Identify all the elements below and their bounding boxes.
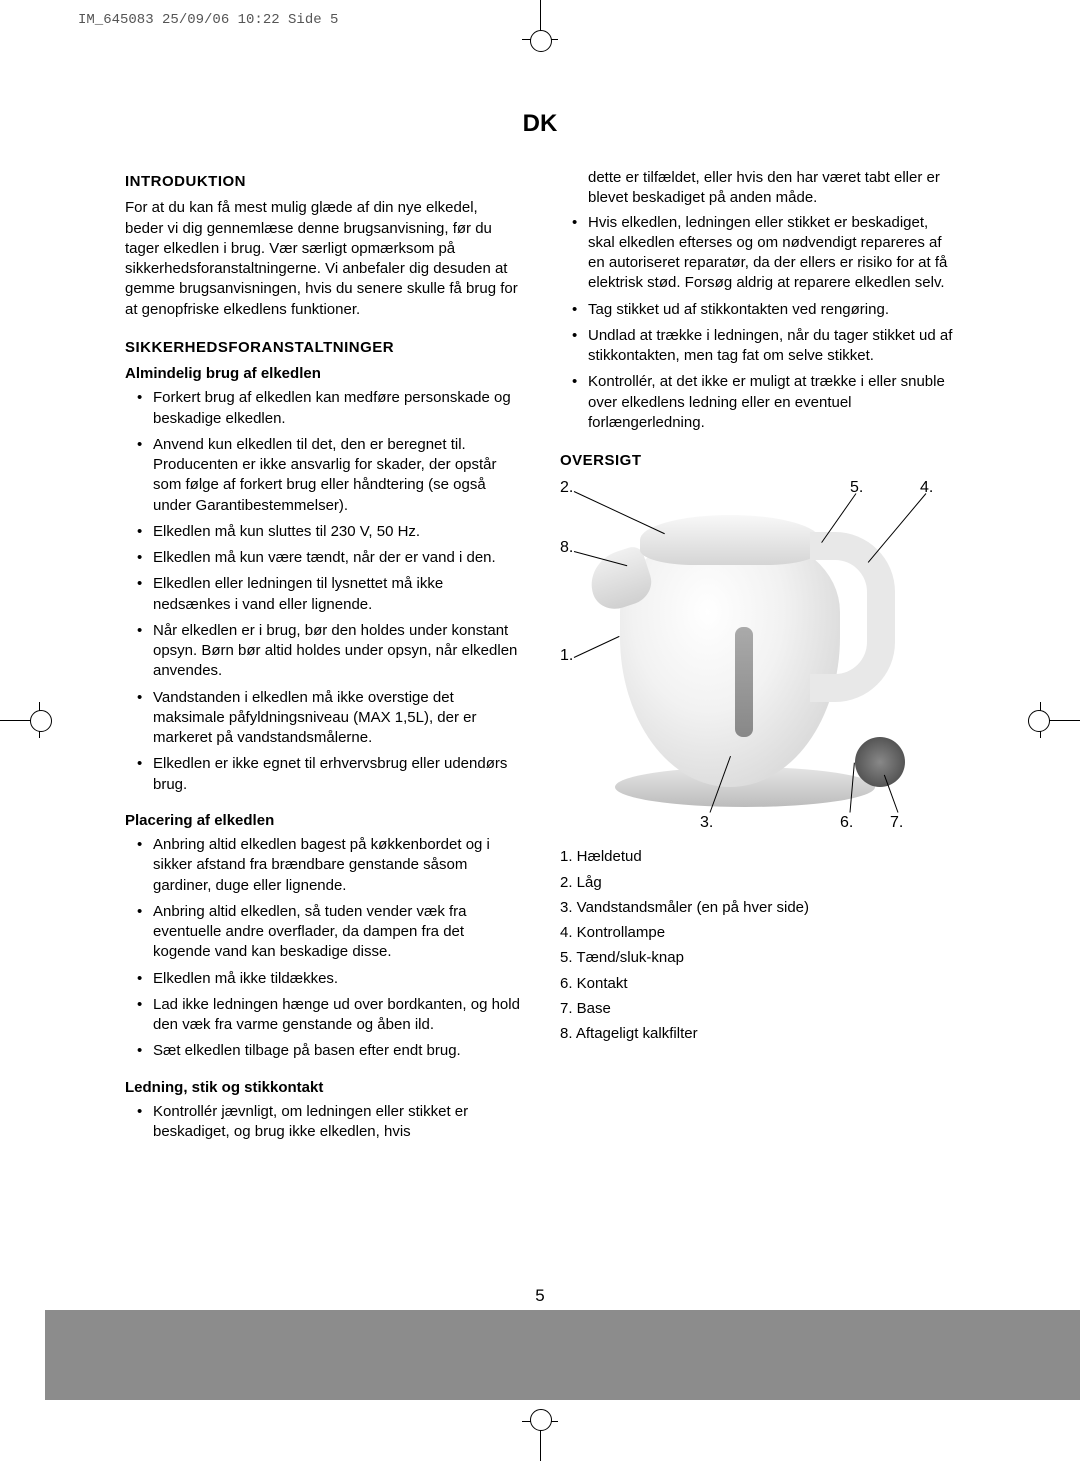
list-item: Tag stikket ud af stikkontakten ved reng…	[560, 300, 955, 320]
intro-text: For at du kan få mest mulig glæde af din…	[125, 198, 520, 320]
legend-item: 5. Tænd/sluk-knap	[560, 948, 955, 968]
callout-2: 2.	[560, 477, 573, 499]
list-item: Kontrollér, at det ikke er muligt at træ…	[560, 372, 955, 433]
kettle-lid-shape	[640, 515, 820, 565]
callout-8: 8.	[560, 537, 573, 559]
list-item: Elkedlen må ikke tildækkes.	[125, 969, 520, 989]
kettle-body-shape	[620, 537, 840, 787]
legend-item: 3. Vandstandsmåler (en på hver side)	[560, 898, 955, 918]
overview-heading: OVERSIGT	[560, 451, 955, 471]
intro-heading: INTRODUKTION	[125, 172, 520, 192]
list-item: Anvend kun elkedlen til det, den er bere…	[125, 435, 520, 516]
list-item: Når elkedlen er i brug, bør den holdes u…	[125, 621, 520, 682]
safety-sub3-continuation: dette er tilfældet, eller hvis den har v…	[560, 168, 955, 209]
legend-item: 4. Kontrollampe	[560, 923, 955, 943]
list-item: Elkedlen må kun sluttes til 230 V, 50 Hz…	[125, 522, 520, 542]
leader-line	[574, 636, 620, 658]
overview-legend: 1. Hældetud 2. Låg 3. Vandstandsmåler (e…	[560, 847, 955, 1044]
callout-1: 1.	[560, 645, 573, 667]
footer-band	[45, 1310, 1080, 1400]
left-column: INTRODUKTION For at du kan få mest mulig…	[125, 168, 520, 1148]
kettle-handle-shape	[810, 532, 895, 702]
list-item: Forkert brug af elkedlen kan medføre per…	[125, 388, 520, 429]
overview-figure: 2. 5. 4. 8. 1. 3. 6. 7.	[560, 477, 955, 827]
safety-sub1-list: Forkert brug af elkedlen kan medføre per…	[125, 388, 520, 795]
safety-sub1-heading: Almindelig brug af elkedlen	[125, 364, 520, 384]
list-item: Undlad at trække i ledningen, når du tag…	[560, 326, 955, 367]
legend-item: 6. Kontakt	[560, 974, 955, 994]
callout-3: 3.	[700, 812, 713, 834]
page-number: 5	[0, 1286, 1080, 1306]
list-item: Elkedlen er ikke egnet til erhvervsbrug …	[125, 754, 520, 795]
kettle-switch-shape	[855, 737, 905, 787]
safety-sub3-heading: Ledning, stik og stikkontakt	[125, 1078, 520, 1098]
crop-mark-right	[1032, 720, 1080, 721]
list-item: Elkedlen eller ledningen til lysnettet m…	[125, 574, 520, 615]
doc-header-meta: IM_645083 25/09/06 10:22 Side 5	[78, 12, 338, 28]
crop-mark-bottom	[540, 1413, 541, 1461]
safety-sub3-list-left: Kontrollér jævnligt, om ledningen eller …	[125, 1102, 520, 1143]
list-item: Anbring altid elkedlen bagest på køkkenb…	[125, 835, 520, 896]
callout-7: 7.	[890, 812, 903, 834]
legend-item: 2. Låg	[560, 873, 955, 893]
right-column: dette er tilfældet, eller hvis den har v…	[560, 168, 955, 1148]
crop-mark-left	[0, 720, 48, 721]
safety-sub2-list: Anbring altid elkedlen bagest på køkkenb…	[125, 835, 520, 1062]
list-item: Hvis elkedlen, ledningen eller stikket e…	[560, 213, 955, 294]
legend-item: 8. Aftageligt kalkfilter	[560, 1024, 955, 1044]
list-item: Lad ikke ledningen hænge ud over bordkan…	[125, 995, 520, 1036]
page-content: DK INTRODUKTION For at du kan få mest mu…	[125, 110, 955, 1148]
list-item: Anbring altid elkedlen, så tuden vender …	[125, 902, 520, 963]
safety-heading: SIKKERHEDSFORANSTALTNINGER	[125, 338, 520, 358]
two-column-layout: INTRODUKTION For at du kan få mest mulig…	[125, 168, 955, 1148]
callout-6: 6.	[840, 812, 853, 834]
list-item: Sæt elkedlen tilbage på basen efter endt…	[125, 1041, 520, 1061]
leader-line	[868, 493, 927, 563]
callout-5: 5.	[850, 477, 863, 499]
list-item: Elkedlen må kun være tændt, når der er v…	[125, 548, 520, 568]
legend-item: 7. Base	[560, 999, 955, 1019]
language-code: DK	[125, 110, 955, 138]
safety-sub3-list-right: Hvis elkedlen, ledningen eller stikket e…	[560, 213, 955, 434]
leader-line	[574, 491, 665, 534]
crop-mark-top	[540, 0, 541, 48]
list-item: Kontrollér jævnligt, om ledningen eller …	[125, 1102, 520, 1143]
kettle-window-shape	[735, 627, 753, 737]
safety-sub2-heading: Placering af elkedlen	[125, 811, 520, 831]
list-item: Vandstanden i elkedlen må ikke overstige…	[125, 688, 520, 749]
legend-item: 1. Hældetud	[560, 847, 955, 867]
